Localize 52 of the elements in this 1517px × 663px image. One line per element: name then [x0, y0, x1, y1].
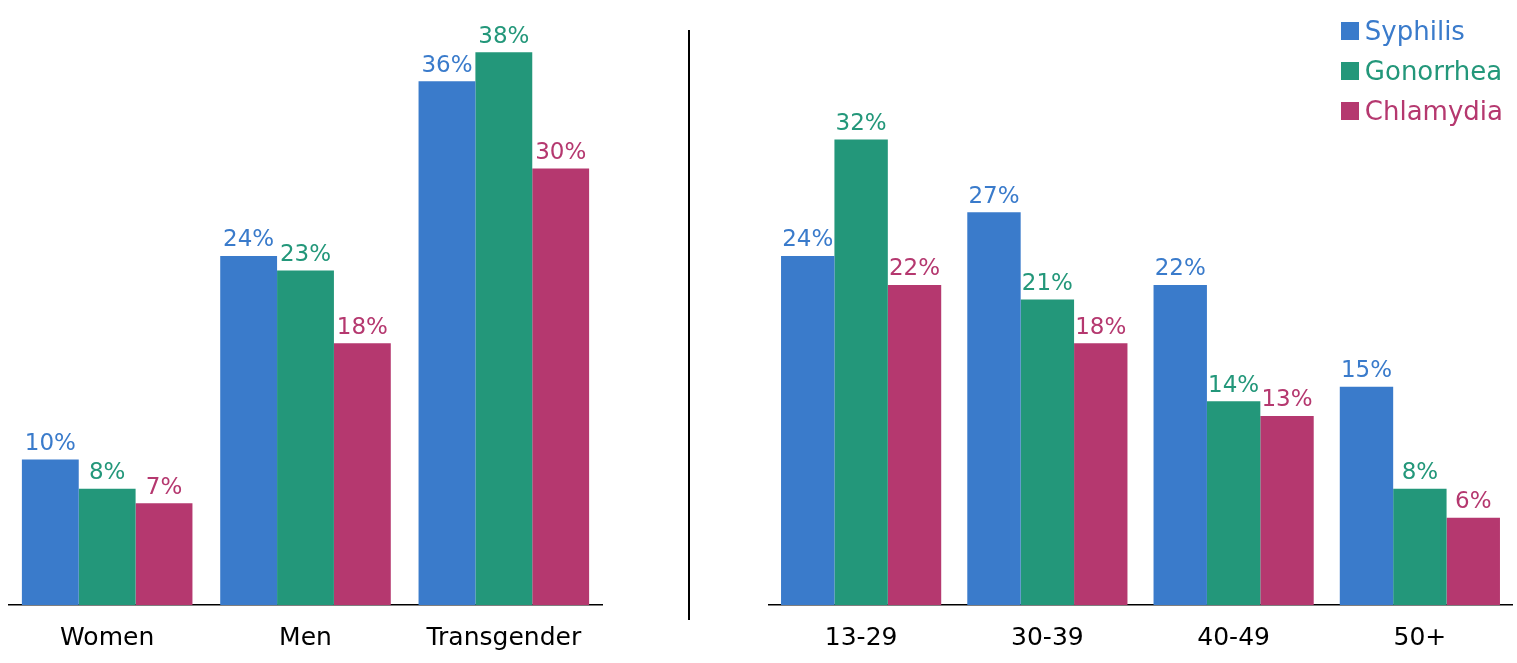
bar — [220, 255, 278, 605]
x-tick-label: 30-39 — [1011, 621, 1084, 651]
bar — [781, 255, 835, 605]
bar — [1260, 415, 1314, 605]
bar — [21, 459, 79, 605]
data-label: 7% — [145, 472, 183, 499]
x-tick-label: 40-49 — [1197, 621, 1270, 651]
bar — [532, 168, 590, 605]
data-label: 22% — [1154, 254, 1206, 281]
data-label: 24% — [223, 225, 275, 252]
data-label: 38% — [478, 21, 530, 48]
data-label: 18% — [336, 312, 388, 339]
data-label: 21% — [1021, 268, 1073, 295]
bar — [1153, 284, 1207, 605]
legend-label: Syphilis — [1364, 16, 1465, 46]
x-tick-label: Men — [279, 621, 332, 651]
bar — [1206, 401, 1261, 605]
data-label: 27% — [968, 181, 1020, 208]
data-label: 30% — [535, 138, 587, 165]
bar — [834, 139, 888, 605]
bar — [887, 284, 942, 605]
data-label: 18% — [1075, 312, 1127, 339]
data-label: 32% — [835, 108, 887, 135]
legend-label: Chlamydia — [1364, 96, 1503, 126]
data-label: 15% — [1340, 356, 1393, 383]
data-label: 8% — [88, 458, 126, 485]
x-tick-label: 13-29 — [824, 621, 898, 651]
bar — [475, 52, 533, 605]
bar — [333, 343, 391, 605]
bar — [418, 81, 476, 605]
x-tick-label: Transgender — [425, 621, 582, 651]
bar — [1339, 386, 1394, 605]
x-tick-label: 50+ — [1393, 621, 1447, 651]
data-label: 10% — [24, 429, 76, 455]
bar — [1446, 517, 1500, 605]
data-label: 24% — [782, 225, 834, 252]
data-label: 6% — [1455, 487, 1492, 514]
data-label: 8% — [1401, 458, 1439, 485]
data-label: 22% — [888, 254, 941, 281]
data-label: 13% — [1261, 385, 1313, 412]
data-label: 14% — [1208, 370, 1260, 397]
bar — [1074, 343, 1128, 605]
bar — [1393, 488, 1447, 605]
bar — [78, 488, 136, 605]
legend-label: Gonorrhea — [1364, 56, 1503, 86]
bar — [135, 503, 193, 605]
bar — [967, 212, 1021, 605]
x-tick-label: Women — [60, 621, 155, 651]
bar — [277, 270, 334, 605]
data-label: 23% — [279, 239, 332, 266]
data-label: 36% — [421, 50, 473, 77]
bar — [1020, 299, 1075, 605]
